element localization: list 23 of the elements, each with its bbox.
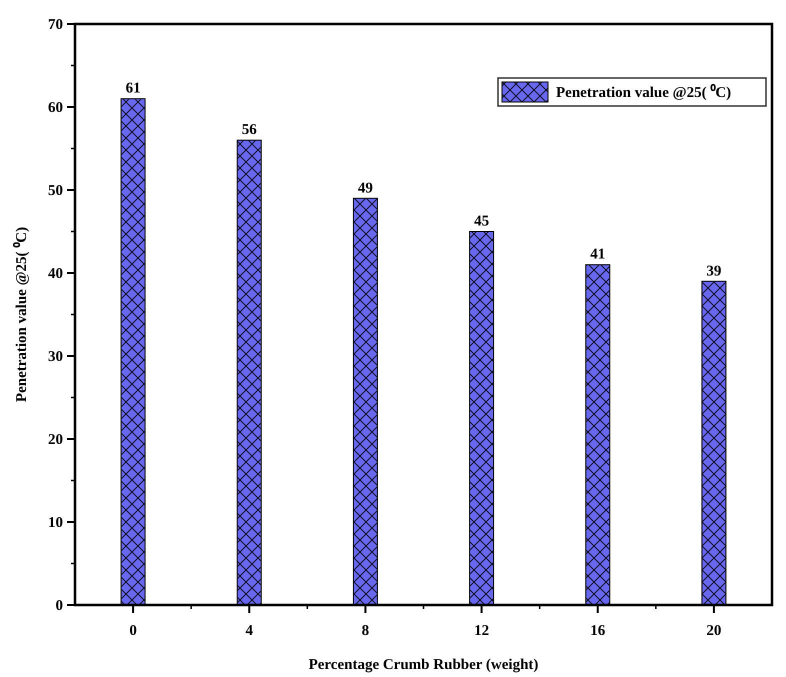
y-tick-label: 40 xyxy=(48,266,63,282)
y-tick-label: 10 xyxy=(48,515,63,531)
x-tick-label: 12 xyxy=(474,623,490,639)
y-axis-title: Penetration value @25( ⁰C) xyxy=(12,226,30,402)
data-label: 41 xyxy=(590,246,606,263)
data-label: 45 xyxy=(474,214,490,230)
y-tick-label: 60 xyxy=(48,100,63,116)
y-tick-label: 50 xyxy=(48,183,63,199)
data-label: 39 xyxy=(706,263,722,280)
data-label: 61 xyxy=(126,80,141,97)
x-tick-label: 4 xyxy=(246,623,254,639)
legend-label: Penetration value @25( ⁰C) xyxy=(556,83,732,101)
y-tick-label: 70 xyxy=(48,17,63,33)
x-tick-label: 20 xyxy=(706,623,722,639)
x-tick-label: 16 xyxy=(590,623,606,639)
x-tick-label: 0 xyxy=(129,623,137,639)
y-tick-label: 0 xyxy=(56,598,63,614)
y-tick-label: 20 xyxy=(48,432,63,448)
data-label: 49 xyxy=(358,180,373,196)
y-tick-label: 30 xyxy=(48,349,63,365)
data-label: 56 xyxy=(242,122,258,138)
x-axis-title: Percentage Crumb Rubber (weight) xyxy=(308,657,538,673)
x-tick-label: 8 xyxy=(362,623,370,639)
